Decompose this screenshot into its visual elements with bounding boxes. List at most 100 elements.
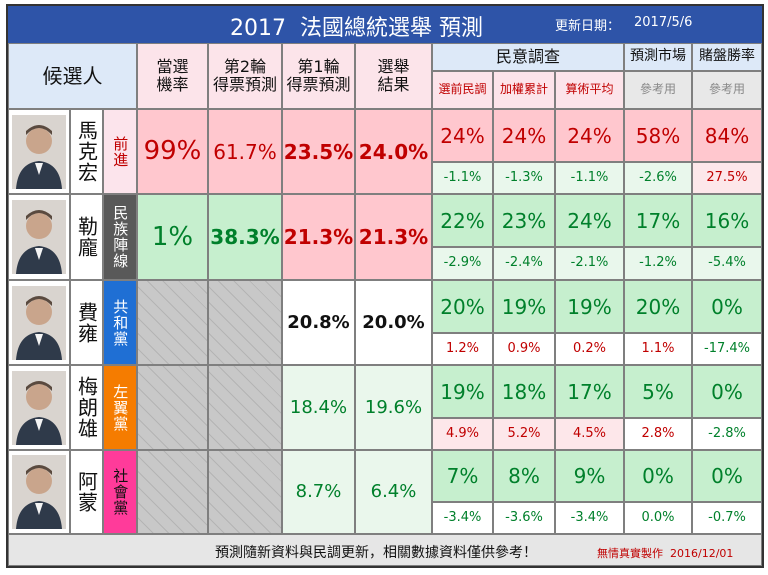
round1-prediction-text: 18.4%: [289, 396, 348, 418]
party-label: 共和黨: [103, 280, 137, 365]
header-market-group: 預測市場: [624, 43, 692, 71]
round1-prediction: 18.4%: [282, 365, 355, 450]
difference-value-text: -17.4%: [704, 340, 750, 356]
round1-prediction: 23.5%: [282, 109, 355, 194]
difference-value: -2.8%: [692, 418, 762, 450]
header-result: 選舉 結果: [355, 43, 432, 109]
round1-prediction: 20.8%: [282, 280, 355, 365]
difference-value: -0.7%: [692, 502, 762, 534]
poll-value: 19%: [493, 280, 555, 333]
person-photo-icon: [12, 455, 66, 529]
poll-value: 20%: [432, 280, 493, 333]
reference-value: 17%: [624, 194, 692, 247]
title-bar: [8, 6, 762, 43]
header-win-prob-text: 當選 機率: [156, 57, 189, 94]
election-result: 6.4%: [355, 450, 432, 534]
difference-value-text: 27.5%: [706, 169, 748, 185]
difference-value: -1.2%: [624, 247, 692, 280]
person-photo-icon: [12, 114, 66, 189]
footer-bar: [8, 534, 762, 566]
difference-value: -2.9%: [432, 247, 493, 280]
reference-value: 0%: [624, 450, 692, 502]
candidate-name-text: 梅朗雄: [74, 376, 99, 439]
candidate-name-text: 費雍: [74, 301, 99, 344]
poll-value-text: 24%: [501, 123, 547, 148]
difference-value: -1.1%: [555, 162, 624, 194]
poll-value: 24%: [493, 109, 555, 162]
reference-value: 0%: [692, 280, 762, 333]
poll-value: 23%: [493, 194, 555, 247]
round1-prediction: 21.3%: [282, 194, 355, 280]
person-photo-icon: [12, 370, 66, 445]
difference-value-text: 0.9%: [507, 340, 541, 356]
difference-value-text: -1.2%: [639, 255, 677, 271]
difference-value-text: -3.6%: [505, 509, 543, 525]
reference-value-text: 17%: [635, 208, 681, 233]
party-label-text: 前進: [111, 135, 130, 168]
header-market-ref-text: 參考用: [639, 82, 676, 97]
difference-value: -3.4%: [555, 502, 624, 534]
header-market-group-text: 預測市場: [630, 48, 686, 65]
poll-value: 19%: [432, 365, 493, 418]
election-result-text: 6.4%: [370, 481, 417, 503]
reference-value-text: 20%: [635, 294, 681, 319]
difference-value: -3.4%: [432, 502, 493, 534]
header-betting-ref-text: 參考用: [708, 82, 745, 97]
candidate-photo: [8, 280, 70, 365]
round1-prediction-text: 23.5%: [283, 139, 354, 164]
poll-value: 9%: [555, 450, 624, 502]
reference-value-text: 16%: [704, 208, 750, 233]
difference-value: 0.9%: [493, 333, 555, 365]
poll-value: 24%: [432, 109, 493, 162]
round2-prediction: 61.7%: [208, 109, 282, 194]
reference-value: 58%: [624, 109, 692, 162]
party-label: 前進: [103, 109, 137, 194]
poll-value: 24%: [555, 109, 624, 162]
candidate-name: 馬克宏: [70, 109, 103, 194]
win-probability: 1%: [137, 194, 208, 280]
poll-value-text: 9%: [573, 464, 606, 488]
candidate-photo: [8, 109, 70, 194]
header-r1-pred: 第1輪 得票預測: [282, 43, 355, 109]
difference-value: 0.2%: [555, 333, 624, 365]
difference-value: 4.5%: [555, 418, 624, 450]
candidate-name: 梅朗雄: [70, 365, 103, 450]
header-result-text: 選舉 結果: [377, 57, 410, 94]
reference-value: 5%: [624, 365, 692, 418]
difference-value-text: -0.7%: [708, 509, 746, 525]
difference-value: -1.3%: [493, 162, 555, 194]
reference-value-text: 5%: [642, 379, 674, 404]
election-result: 21.3%: [355, 194, 432, 280]
election-result: 19.6%: [355, 365, 432, 450]
update-date: 2017/5/6: [634, 15, 693, 30]
election-result-text: 21.3%: [358, 225, 429, 249]
round2-prediction-na: [208, 365, 282, 450]
candidate-photo: [8, 194, 70, 280]
difference-value-text: -2.4%: [505, 255, 543, 271]
difference-value: -2.4%: [493, 247, 555, 280]
footer-note: 預測隨新資料與民調更新，相關數據資料僅供參考！: [215, 545, 537, 561]
update-label: 更新日期：: [555, 19, 621, 34]
difference-value-text: -1.1%: [443, 169, 482, 185]
poll-value: 7%: [432, 450, 493, 502]
poll-value-text: 19%: [567, 294, 612, 319]
difference-value-text: -3.4%: [443, 509, 482, 525]
reference-value-text: 0%: [711, 464, 743, 488]
header-average-text: 算術平均: [565, 82, 614, 97]
header-r2-pred: 第2輪 得票預測: [208, 43, 282, 109]
election-result: 24.0%: [355, 109, 432, 194]
poll-value-text: 24%: [440, 123, 485, 148]
header-pre-poll-text: 選前民調: [438, 82, 487, 97]
difference-value-text: -2.6%: [639, 169, 677, 185]
header-poll-group: 民意調查: [432, 43, 624, 71]
header-average: 算術平均: [555, 71, 624, 109]
reference-value: 16%: [692, 194, 762, 247]
election-result-text: 20.0%: [362, 311, 425, 333]
difference-value: 27.5%: [692, 162, 762, 194]
poll-value-text: 7%: [446, 464, 479, 488]
poll-value: 22%: [432, 194, 493, 247]
difference-value-text: 1.2%: [445, 340, 480, 356]
win-probability-text: 99%: [143, 136, 202, 167]
win-probability-na: [137, 365, 208, 450]
